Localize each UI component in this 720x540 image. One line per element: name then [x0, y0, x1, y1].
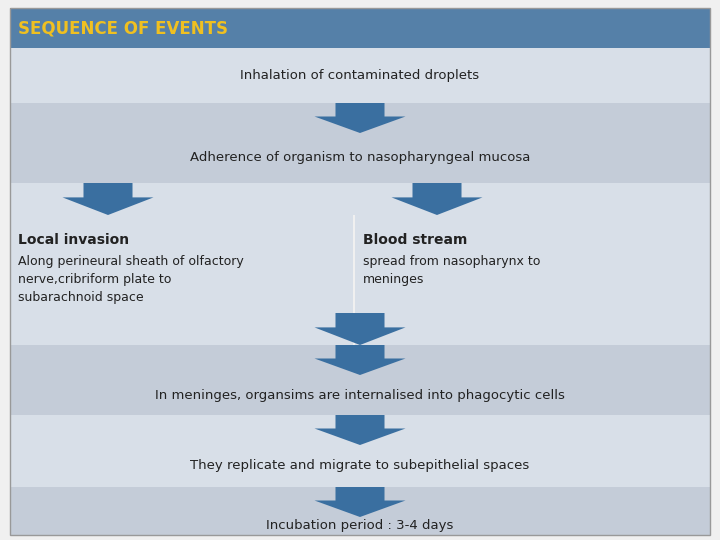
- FancyBboxPatch shape: [10, 375, 710, 415]
- Polygon shape: [392, 183, 482, 215]
- Polygon shape: [63, 183, 153, 215]
- FancyBboxPatch shape: [10, 8, 710, 48]
- FancyBboxPatch shape: [10, 415, 710, 445]
- FancyBboxPatch shape: [10, 133, 710, 183]
- Text: SEQUENCE OF EVENTS: SEQUENCE OF EVENTS: [18, 19, 228, 37]
- Text: They replicate and migrate to subepithelial spaces: They replicate and migrate to subepithel…: [190, 460, 530, 472]
- Text: Blood stream: Blood stream: [363, 233, 467, 247]
- Polygon shape: [315, 313, 405, 345]
- Text: Local invasion: Local invasion: [18, 233, 129, 247]
- FancyBboxPatch shape: [10, 215, 353, 345]
- Text: spread from nasopharynx to
meninges: spread from nasopharynx to meninges: [363, 255, 541, 286]
- Polygon shape: [315, 345, 405, 375]
- Text: Incubation period : 3-4 days: Incubation period : 3-4 days: [266, 519, 454, 532]
- Text: Adherence of organism to nasopharyngeal mucosa: Adherence of organism to nasopharyngeal …: [190, 152, 530, 165]
- FancyBboxPatch shape: [10, 487, 710, 517]
- FancyBboxPatch shape: [10, 48, 710, 103]
- Text: Inhalation of contaminated droplets: Inhalation of contaminated droplets: [240, 69, 480, 82]
- FancyBboxPatch shape: [10, 445, 710, 487]
- FancyBboxPatch shape: [10, 183, 710, 215]
- FancyBboxPatch shape: [10, 103, 710, 133]
- Polygon shape: [315, 487, 405, 517]
- FancyBboxPatch shape: [10, 517, 710, 535]
- Text: Along perineural sheath of olfactory
nerve,cribriform plate to
subarachnoid spac: Along perineural sheath of olfactory ner…: [18, 255, 244, 304]
- FancyBboxPatch shape: [355, 215, 710, 345]
- Polygon shape: [315, 415, 405, 445]
- Text: In meninges, organsims are internalised into phagocytic cells: In meninges, organsims are internalised …: [155, 388, 565, 402]
- FancyBboxPatch shape: [10, 345, 710, 375]
- Polygon shape: [315, 103, 405, 133]
